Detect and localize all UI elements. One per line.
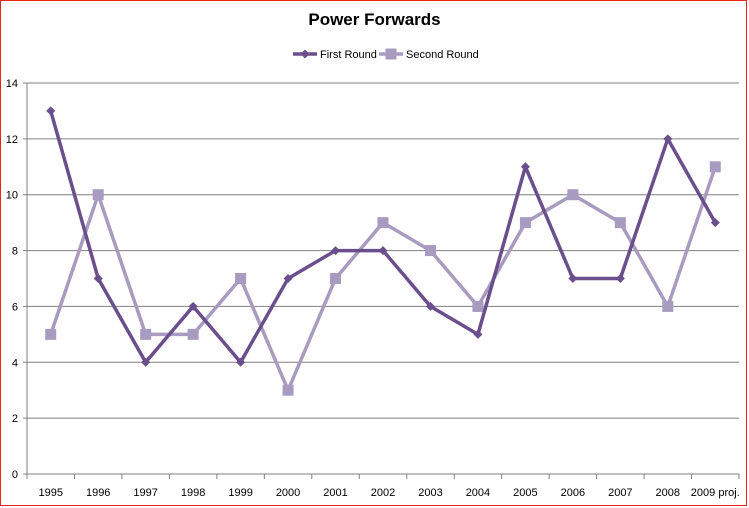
data-point-first-round bbox=[141, 357, 151, 367]
data-point-first-round bbox=[520, 162, 530, 172]
data-point-first-round bbox=[425, 301, 435, 311]
legend-swatch-marker bbox=[385, 48, 397, 60]
series-layer bbox=[45, 106, 721, 396]
x-tick-label: 2008 bbox=[656, 487, 680, 499]
x-tick-label: 1996 bbox=[86, 487, 110, 499]
data-point-second-round bbox=[187, 328, 199, 340]
data-point-first-round bbox=[568, 274, 578, 283]
y-tick-label: 14 bbox=[6, 78, 18, 90]
x-tick-label: 2002 bbox=[371, 487, 395, 499]
data-point-second-round bbox=[472, 300, 484, 312]
y-axis-ticks: 0 2 4 6 8 10 12 14 bbox=[6, 78, 27, 481]
y-tick-label: 6 bbox=[12, 301, 18, 313]
y-tick-label: 4 bbox=[12, 357, 18, 369]
axes bbox=[26, 83, 739, 475]
data-point-first-round bbox=[331, 246, 341, 256]
x-axis-ticks: 1995 1996 1997 1998 1999 2000 2001 2002 2003 2004… bbox=[26, 474, 740, 499]
data-point-first-round bbox=[710, 218, 720, 228]
x-tick-label: 2001 bbox=[323, 487, 347, 499]
data-point-first-round bbox=[236, 357, 246, 367]
data-point-second-round bbox=[330, 273, 342, 284]
x-tick-label: 1997 bbox=[133, 487, 157, 499]
data-point-first-round bbox=[378, 246, 388, 256]
data-point-first-round bbox=[283, 274, 293, 283]
chart-title: Power Forwards bbox=[308, 10, 441, 29]
data-point-first-round bbox=[93, 274, 103, 283]
x-tick-label: 2007 bbox=[608, 487, 632, 499]
x-tick-label: 2005 bbox=[513, 487, 537, 499]
data-point-second-round bbox=[567, 189, 579, 201]
legend-label: First Round bbox=[320, 49, 377, 61]
legend-label: Second Round bbox=[406, 49, 479, 61]
data-point-second-round bbox=[92, 189, 104, 201]
data-point-first-round bbox=[188, 301, 198, 311]
data-point-second-round bbox=[424, 245, 436, 257]
series-line-first-round bbox=[49, 110, 717, 365]
data-point-second-round bbox=[662, 300, 674, 312]
data-point-second-round bbox=[140, 328, 152, 340]
legend: First Round Second Round bbox=[293, 48, 479, 61]
gridlines bbox=[27, 82, 739, 419]
data-point-first-round bbox=[663, 134, 673, 144]
x-tick-label: 1998 bbox=[181, 487, 205, 499]
data-point-second-round bbox=[282, 384, 294, 396]
y-tick-label: 8 bbox=[12, 246, 18, 258]
y-tick-label: 0 bbox=[12, 469, 18, 481]
data-point-first-round bbox=[615, 274, 625, 283]
x-tick-label: 2009 proj. bbox=[691, 487, 740, 499]
data-point-first-round bbox=[46, 106, 56, 116]
x-tick-label: 1999 bbox=[228, 487, 252, 499]
x-tick-label: 2004 bbox=[466, 487, 490, 499]
y-tick-label: 10 bbox=[6, 190, 18, 202]
y-tick-label: 2 bbox=[12, 413, 18, 425]
y-tick-label: 12 bbox=[6, 134, 18, 146]
x-tick-label: 2000 bbox=[276, 487, 300, 499]
legend-swatch-marker bbox=[300, 49, 310, 59]
x-tick-label: 2006 bbox=[561, 487, 585, 499]
data-point-second-round bbox=[614, 217, 626, 229]
data-point-second-round bbox=[377, 217, 389, 229]
data-point-second-round bbox=[519, 217, 531, 229]
data-point-second-round bbox=[235, 273, 247, 284]
data-point-second-round bbox=[709, 161, 721, 173]
data-point-second-round bbox=[45, 328, 57, 340]
x-tick-label: 1995 bbox=[38, 487, 62, 499]
x-tick-label: 2003 bbox=[418, 487, 442, 499]
data-point-first-round bbox=[473, 329, 483, 339]
